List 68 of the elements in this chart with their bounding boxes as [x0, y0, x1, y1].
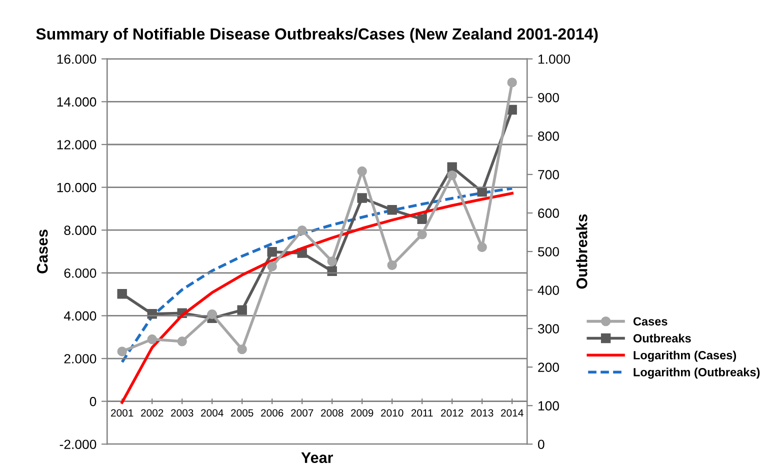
x-axis-title: Year: [301, 452, 334, 464]
x-tick-label: 2014: [501, 409, 524, 417]
chart-title: Summary of Notifiable Disease Outbreaks/Cases (New Zealand 2001-2014): [36, 28, 598, 43]
y-tick-label: 12.000: [57, 140, 96, 150]
y-tick-label: 8.000: [64, 226, 96, 236]
point: [177, 336, 187, 346]
point: [477, 242, 487, 252]
point: [507, 78, 517, 88]
x-tick-label: 2013: [471, 409, 494, 417]
x-tick-label: 2007: [291, 409, 314, 417]
x-tick-label: 2009: [351, 409, 374, 417]
point: [417, 230, 427, 240]
y2-tick-label: 600: [538, 208, 559, 218]
legend-label: Logarithm (Outbreaks): [634, 368, 760, 379]
point: [447, 162, 457, 172]
point: [267, 262, 277, 272]
point: [237, 344, 247, 354]
point: [417, 214, 427, 224]
y-tick-label: -2.000: [60, 440, 96, 450]
point: [447, 170, 457, 180]
y2-tick-label: 700: [538, 170, 559, 180]
y2-tick-label: 400: [538, 286, 559, 295]
point: [297, 225, 307, 236]
line-series: [120, 186, 514, 364]
y2-tick-label: 300: [538, 324, 559, 334]
point: [387, 205, 397, 215]
legend-label: Outbreaks: [633, 334, 691, 342]
point: [237, 305, 247, 315]
y-tick-label: 6.000: [64, 268, 96, 278]
x-tick-label: 2003: [171, 409, 194, 417]
x-tick-label: 2010: [381, 409, 404, 417]
y2-tick-label: 0: [538, 440, 544, 450]
point: [147, 334, 157, 344]
y-tick-label: 2.000: [64, 354, 96, 364]
point: [357, 193, 367, 203]
legend-label: Logarithm (Cases): [634, 350, 736, 362]
point: [387, 260, 397, 270]
point: [117, 289, 127, 299]
point: [267, 247, 277, 257]
line-series: [120, 192, 514, 404]
point: [477, 186, 487, 197]
y-tick-label: 10.000: [57, 182, 96, 192]
y2-tick-label: 100: [538, 401, 559, 411]
x-tick-label: 2004: [201, 409, 224, 417]
point: [327, 256, 337, 266]
y-tick-label: 4.000: [64, 311, 96, 321]
point: [147, 309, 157, 319]
x-tick-label: 2012: [441, 409, 464, 417]
legend-label: Cases: [633, 317, 668, 326]
point: [357, 166, 367, 176]
x-tick-label: 2011: [411, 409, 433, 417]
y2-axis-title: Outbreaks: [576, 214, 588, 289]
x-tick-label: 2005: [231, 409, 254, 417]
y2-tick-label: 1.000: [538, 54, 570, 64]
y2-tick-label: 800: [538, 132, 559, 141]
point: [207, 309, 217, 320]
y2-tick-label: 200: [538, 362, 559, 372]
y2-tick-label: 900: [538, 92, 559, 102]
y-tick-label: 0: [90, 396, 96, 406]
y-tick-label: 16.000: [57, 54, 96, 64]
y2-tick-label: 500: [538, 247, 559, 256]
y-tick-label: 14.000: [57, 97, 96, 107]
x-tick-label: 2002: [141, 409, 164, 417]
x-tick-label: 2008: [321, 409, 344, 417]
x-tick-label: 2006: [261, 409, 284, 417]
point: [117, 346, 127, 356]
x-tick-label: 2001: [111, 409, 134, 417]
y-axis-title: Cases: [36, 230, 48, 274]
